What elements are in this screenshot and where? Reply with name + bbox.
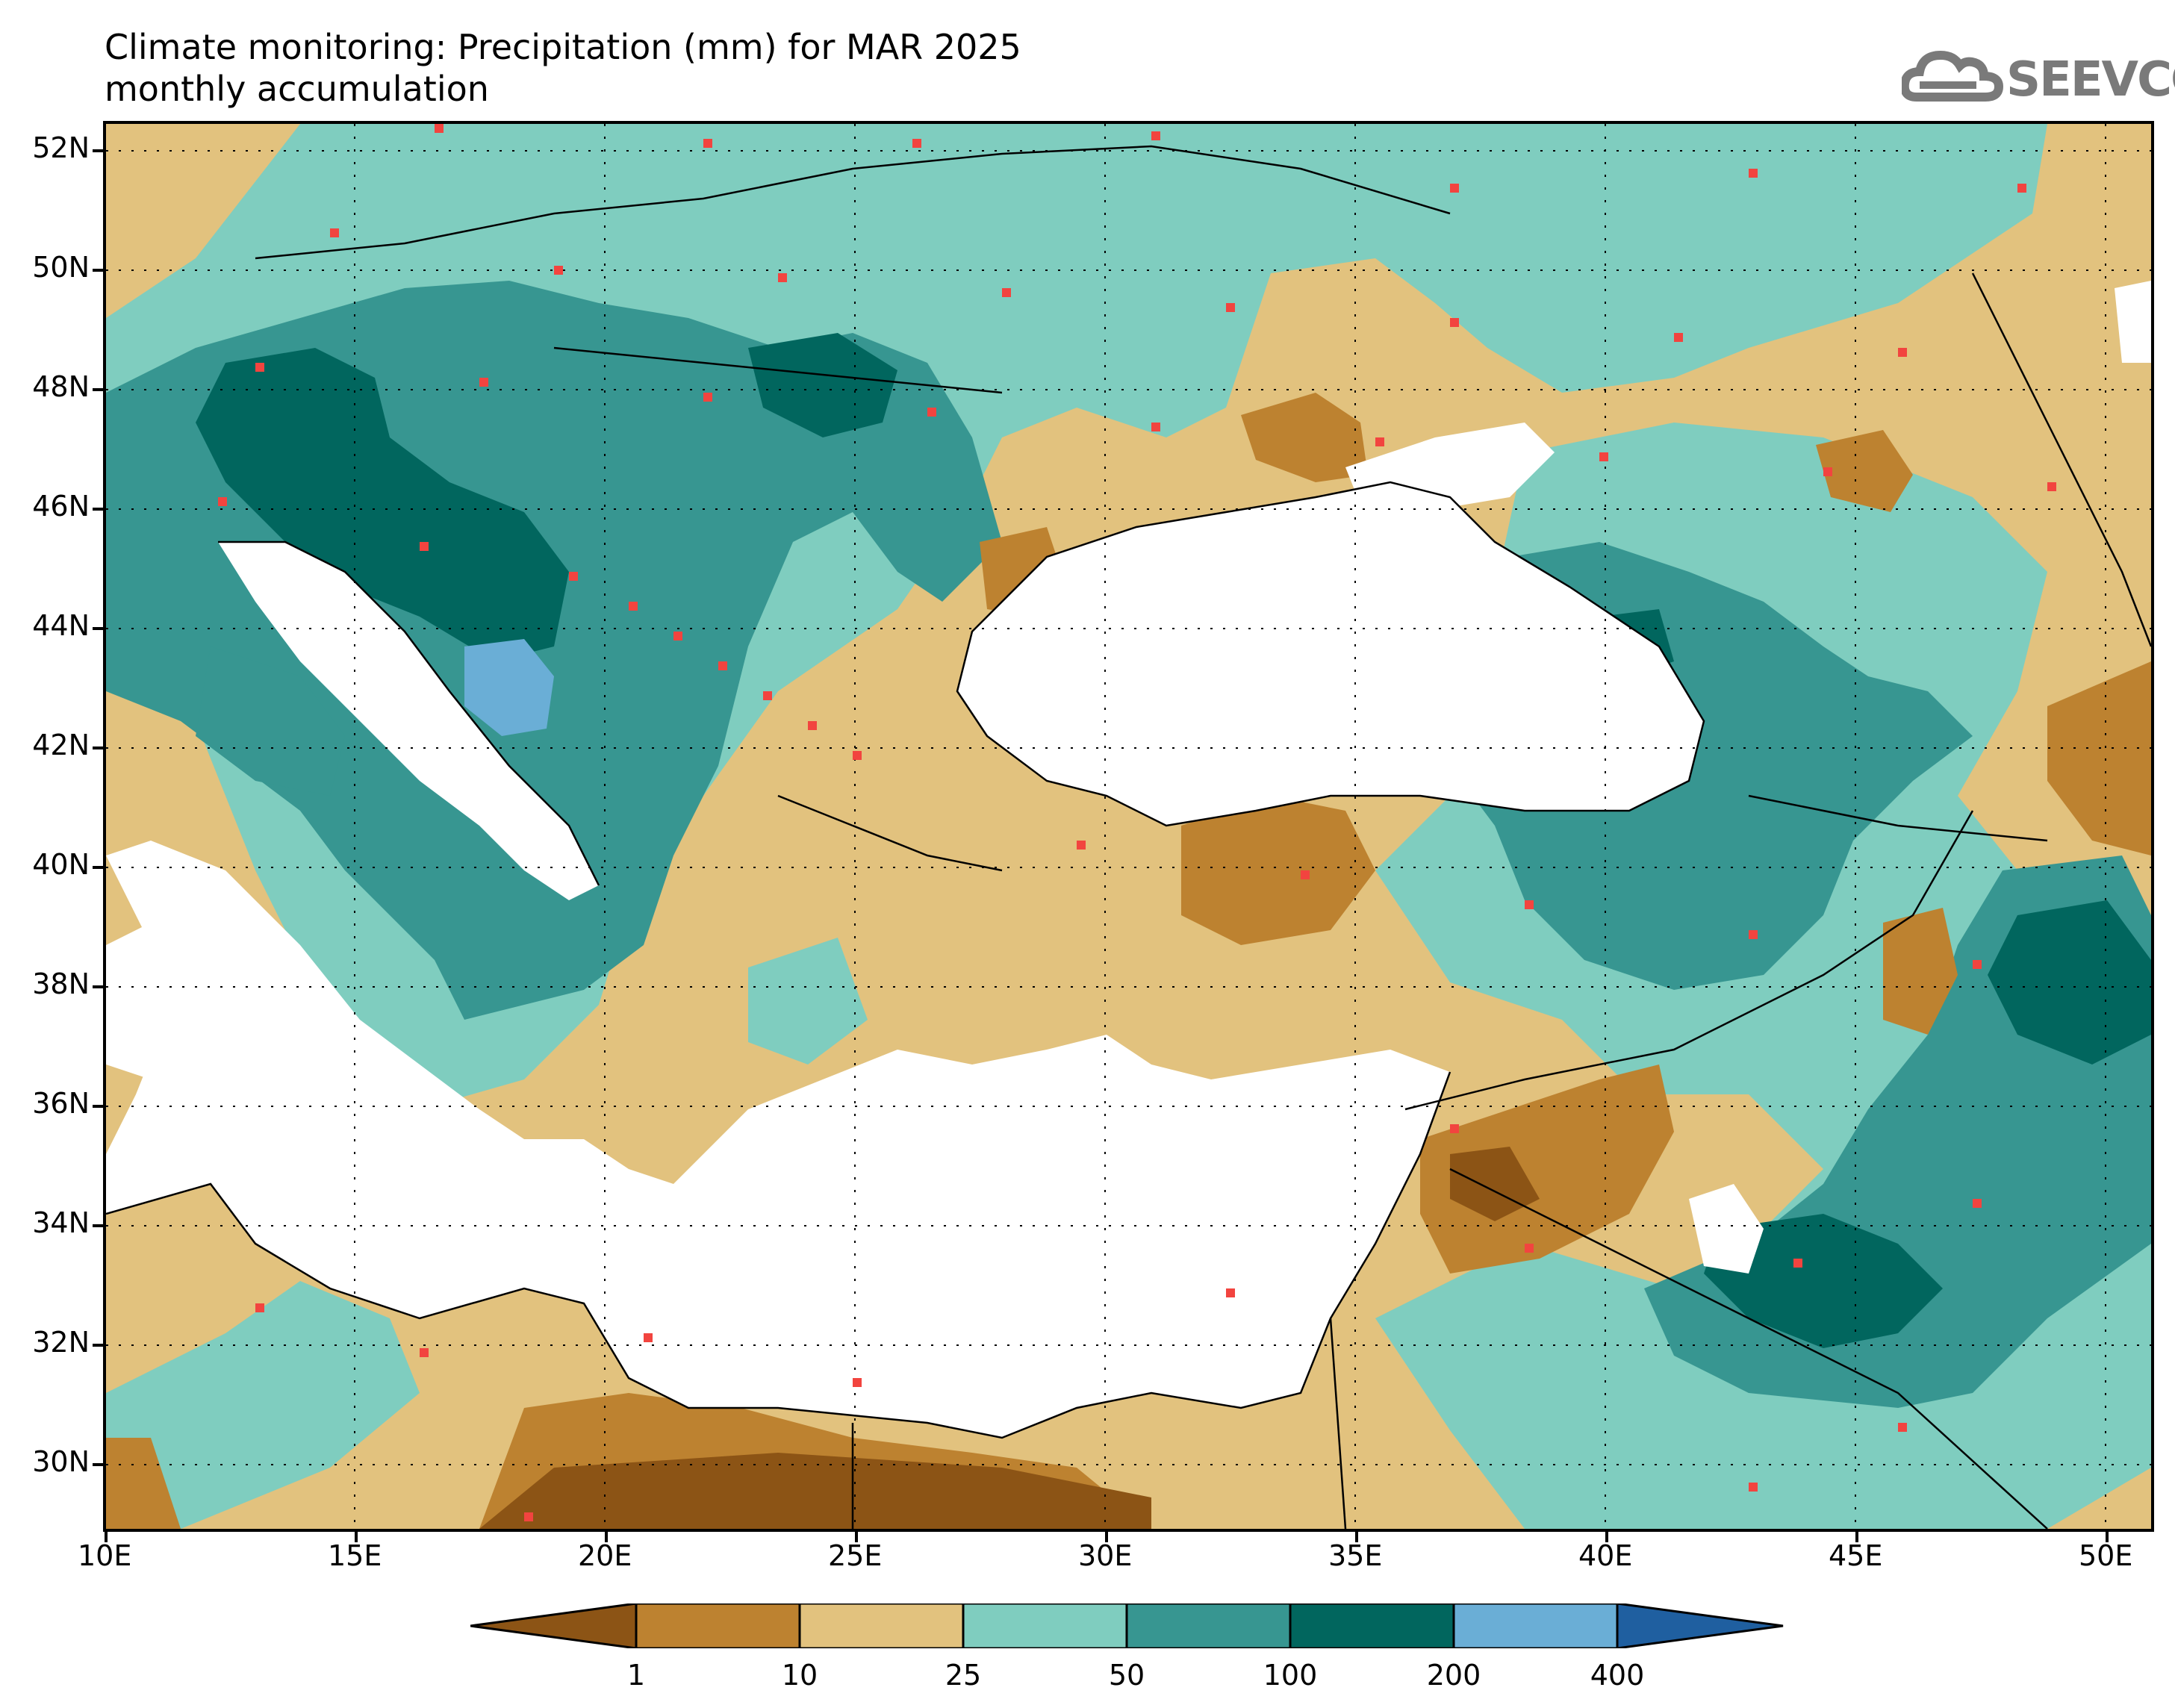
precipitation-map — [103, 121, 2154, 1532]
lat-tick — [93, 269, 103, 272]
lat-label-30n: 30N — [32, 1445, 90, 1478]
lon-tick — [1605, 1532, 1608, 1542]
colorbar — [470, 1603, 1784, 1648]
colorbar-label-200: 200 — [1426, 1659, 1481, 1692]
lat-tick — [93, 985, 103, 988]
lon-tick — [355, 1532, 358, 1542]
lat-label-40n: 40N — [32, 848, 90, 881]
lat-tick — [93, 1105, 103, 1108]
lat-tick — [93, 388, 103, 391]
colorbar-segment-100-200 — [1289, 1603, 1455, 1648]
sea-mask — [106, 281, 2151, 1438]
colorbar-label-100: 100 — [1263, 1659, 1318, 1692]
lon-tick — [605, 1532, 608, 1542]
colorbar-label-10: 10 — [781, 1659, 818, 1692]
lat-label-42n: 42N — [32, 729, 90, 761]
lon-label-15e: 15E — [328, 1539, 382, 1572]
lon-label-45e: 45E — [1829, 1539, 1883, 1572]
colorbar-segment-200-400 — [1452, 1603, 1619, 1648]
lon-label-25e: 25E — [828, 1539, 883, 1572]
lat-tick — [93, 866, 103, 869]
lat-tick — [93, 1224, 103, 1227]
lon-label-50e: 50E — [2079, 1539, 2133, 1572]
lat-label-38n: 38N — [32, 967, 90, 1000]
lat-label-44n: 44N — [32, 609, 90, 642]
map-subtitle: monthly accumulation — [105, 69, 489, 109]
map-title: Climate monitoring: Precipitation (mm) f… — [105, 27, 1021, 67]
lon-tick — [855, 1532, 858, 1542]
lat-label-36n: 36N — [32, 1087, 90, 1120]
lat-tick — [93, 1463, 103, 1466]
lon-tick — [1855, 1532, 1858, 1542]
lon-label-20e: 20E — [578, 1539, 632, 1572]
cloud-icon — [1899, 50, 2004, 102]
logo-text: SEEVCCC — [2006, 52, 2175, 107]
lat-label-34n: 34N — [32, 1206, 90, 1239]
colorbar-segment-1-10 — [635, 1603, 801, 1648]
lat-tick — [93, 149, 103, 152]
lon-tick — [1105, 1532, 1108, 1542]
colorbar-label-25: 25 — [945, 1659, 982, 1692]
lat-tick — [93, 508, 103, 511]
lat-tick — [93, 747, 103, 749]
lon-label-30e: 30E — [1078, 1539, 1133, 1572]
lat-tick — [93, 627, 103, 630]
lat-label-48n: 48N — [32, 370, 90, 403]
colorbar-segment-below-1 — [470, 1603, 638, 1648]
seevccc-logo: SEEVCCC — [1899, 39, 2175, 113]
station-markers — [218, 124, 2056, 1521]
field-200-400 — [464, 639, 554, 736]
lon-label-40e: 40E — [1578, 1539, 1633, 1572]
lon-tick — [1355, 1532, 1358, 1542]
field-100-200 — [196, 333, 2151, 1348]
lon-label-10e: 10E — [78, 1539, 132, 1572]
colorbar-segment-50-100 — [1125, 1603, 1292, 1648]
borders — [106, 145, 2151, 1529]
colorbar-label-1: 1 — [626, 1659, 646, 1692]
field-1-10 — [106, 393, 2151, 1529]
lat-label-46n: 46N — [32, 490, 90, 523]
lat-tick — [93, 1344, 103, 1347]
colorbar-label-50: 50 — [1108, 1659, 1145, 1692]
lat-label-52n: 52N — [32, 131, 90, 164]
colorbar-segment-25-50 — [962, 1603, 1128, 1648]
lon-label-35e: 35E — [1328, 1539, 1383, 1572]
lat-label-32n: 32N — [32, 1326, 90, 1359]
colorbar-segment-10-25 — [798, 1603, 965, 1648]
lon-tick — [2106, 1532, 2109, 1542]
colorbar-label-400: 400 — [1590, 1659, 1645, 1692]
colorbar-segment-above-400 — [1616, 1603, 1784, 1648]
lat-label-50n: 50N — [32, 251, 90, 284]
lon-tick — [105, 1532, 108, 1542]
